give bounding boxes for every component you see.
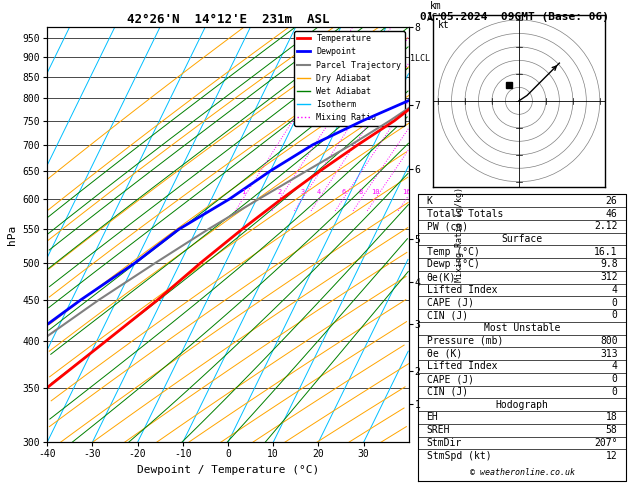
Text: CAPE (J): CAPE (J)	[426, 374, 474, 384]
Text: Pressure (mb): Pressure (mb)	[426, 336, 503, 346]
Text: StmDir: StmDir	[426, 438, 462, 448]
Text: StmSpd (kt): StmSpd (kt)	[426, 451, 491, 461]
Y-axis label: hPa: hPa	[7, 225, 17, 244]
Text: 8: 8	[359, 189, 363, 195]
Text: K: K	[426, 196, 433, 206]
Text: 4: 4	[611, 362, 618, 371]
Text: PW (cm): PW (cm)	[426, 221, 468, 231]
Text: Lifted Index: Lifted Index	[426, 285, 497, 295]
Text: CIN (J): CIN (J)	[426, 387, 468, 397]
Text: 10: 10	[371, 189, 379, 195]
Text: Dewp (°C): Dewp (°C)	[426, 260, 479, 270]
Text: CIN (J): CIN (J)	[426, 311, 468, 320]
Text: 1LCL: 1LCL	[410, 54, 430, 63]
Text: θe (K): θe (K)	[426, 348, 462, 359]
Text: 312: 312	[600, 272, 618, 282]
Text: 26: 26	[606, 196, 618, 206]
Text: 2: 2	[277, 189, 282, 195]
Text: 18: 18	[606, 413, 618, 422]
Title: 42°26'N  14°12'E  231m  ASL: 42°26'N 14°12'E 231m ASL	[127, 13, 329, 26]
Text: CAPE (J): CAPE (J)	[426, 298, 474, 308]
X-axis label: Dewpoint / Temperature (°C): Dewpoint / Temperature (°C)	[137, 465, 319, 475]
Text: 01.05.2024  09GMT (Base: 06): 01.05.2024 09GMT (Base: 06)	[420, 12, 609, 22]
Text: 1: 1	[241, 189, 245, 195]
Text: 4: 4	[317, 189, 321, 195]
Text: 46: 46	[606, 208, 618, 219]
Text: 313: 313	[600, 348, 618, 359]
Text: Hodograph: Hodograph	[496, 399, 548, 410]
Text: 4: 4	[611, 285, 618, 295]
Text: θe(K): θe(K)	[426, 272, 456, 282]
Text: 0: 0	[611, 311, 618, 320]
Text: 16.1: 16.1	[594, 247, 618, 257]
Text: 3: 3	[300, 189, 304, 195]
Text: Lifted Index: Lifted Index	[426, 362, 497, 371]
Text: Totals Totals: Totals Totals	[426, 208, 503, 219]
Text: 0: 0	[611, 387, 618, 397]
Text: km
ASL: km ASL	[427, 1, 445, 22]
Text: kt: kt	[438, 20, 450, 30]
Text: Mixing Ratio (g/kg): Mixing Ratio (g/kg)	[455, 187, 464, 282]
Text: 0: 0	[611, 298, 618, 308]
Text: © weatheronline.co.uk: © weatheronline.co.uk	[470, 468, 574, 477]
Text: EH: EH	[426, 413, 438, 422]
Text: Temp (°C): Temp (°C)	[426, 247, 479, 257]
Text: 0: 0	[611, 374, 618, 384]
Text: 207°: 207°	[594, 438, 618, 448]
Legend: Temperature, Dewpoint, Parcel Trajectory, Dry Adiabat, Wet Adiabat, Isotherm, Mi: Temperature, Dewpoint, Parcel Trajectory…	[294, 31, 404, 125]
Text: 9.8: 9.8	[600, 260, 618, 270]
Text: 6: 6	[341, 189, 345, 195]
Text: 800: 800	[600, 336, 618, 346]
Text: 16: 16	[402, 189, 411, 195]
Text: 58: 58	[606, 425, 618, 435]
Text: SREH: SREH	[426, 425, 450, 435]
Text: Surface: Surface	[501, 234, 543, 244]
Text: 2.12: 2.12	[594, 221, 618, 231]
Text: Most Unstable: Most Unstable	[484, 323, 560, 333]
Text: 12: 12	[606, 451, 618, 461]
